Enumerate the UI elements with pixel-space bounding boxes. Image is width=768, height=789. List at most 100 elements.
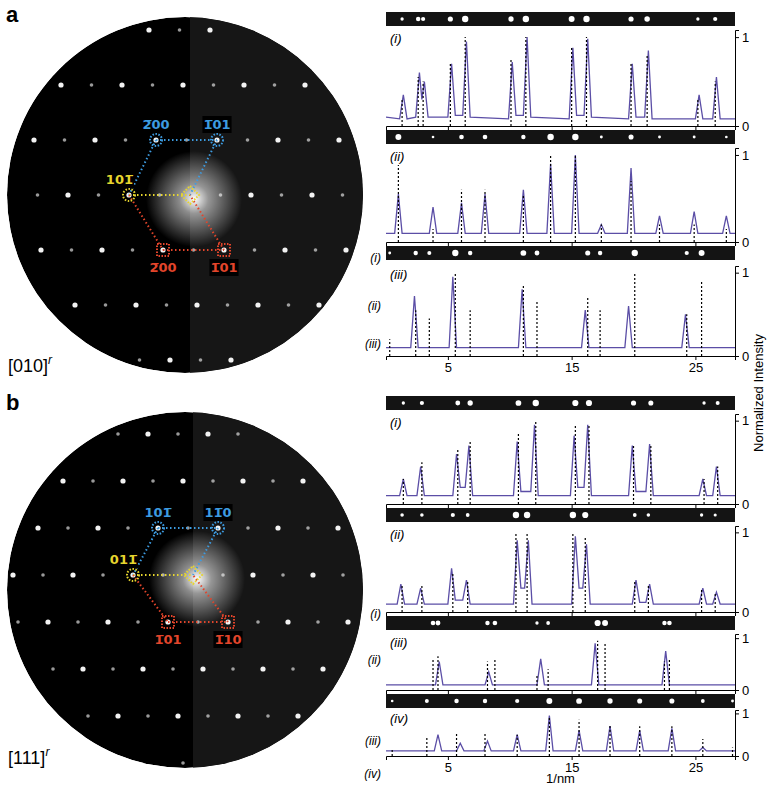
- spot-marker: [222, 616, 234, 628]
- stripe-background: [386, 616, 735, 630]
- stripe-spot: [570, 512, 576, 518]
- diffraction-spot: [194, 302, 199, 307]
- y-tick: 0: [735, 749, 749, 764]
- profile-chart: 01(i): [386, 12, 749, 134]
- simulated-peak: [423, 82, 424, 126]
- simulated-peak: [694, 225, 695, 242]
- x-tick: [695, 690, 696, 694]
- simulated-peak: [634, 580, 635, 612]
- stripe-spot: [700, 513, 703, 516]
- diffraction-spot: [246, 138, 250, 142]
- spot-marker: [211, 134, 223, 146]
- diffraction-spot: [146, 27, 151, 32]
- diffraction-pattern: [7, 412, 381, 768]
- x-tick: [695, 504, 696, 508]
- profile-chart: 01(ii): [386, 130, 749, 250]
- x-tick-mark: [448, 612, 449, 616]
- simulated-peak: [452, 572, 453, 612]
- simulated-peak: [588, 425, 589, 504]
- stripe: [386, 130, 735, 144]
- stripe-spot: [576, 698, 582, 704]
- y-tick-label: 1: [742, 525, 749, 540]
- spot-marker: [162, 616, 174, 628]
- diffraction-spot: [167, 357, 172, 362]
- simulated-peak: [630, 181, 631, 242]
- stripe-spot: [535, 251, 540, 256]
- diffraction-spot: [246, 526, 250, 530]
- guide-line: [158, 527, 218, 529]
- simulated-peak: [398, 164, 399, 242]
- simulated-peak: [437, 656, 438, 690]
- diffraction-spot: [256, 620, 260, 624]
- stripe-spot: [508, 16, 513, 21]
- diffraction-spot: [240, 478, 245, 483]
- y-tick-mark: [735, 155, 739, 156]
- stripe-background: [386, 396, 735, 410]
- stripe-spot: [485, 621, 489, 625]
- spot-marker: [212, 522, 224, 534]
- simulated-peak: [575, 425, 576, 504]
- guide-line: [190, 140, 217, 195]
- zone-superscript: r: [48, 353, 53, 367]
- scan-label: (iii): [365, 337, 381, 351]
- stripe-spot: [685, 251, 689, 255]
- diffraction-spot: [36, 193, 40, 197]
- stripe-spot: [586, 400, 592, 406]
- x-tick: [448, 242, 449, 246]
- stripe-spot: [452, 250, 458, 256]
- diffraction-pattern: [7, 17, 378, 373]
- zone-axis: [111]: [8, 748, 45, 768]
- spot-label: 101̅: [144, 505, 171, 520]
- diffraction-spot: [320, 666, 325, 671]
- y-tick-mark: [735, 421, 739, 422]
- y-axis: 01: [735, 265, 749, 363]
- x-tick-mark: [572, 612, 573, 616]
- diffraction-spot: [341, 573, 345, 577]
- x-tick-mark: [572, 126, 573, 130]
- y-tick: 1: [735, 148, 749, 163]
- stripe-spot: [725, 136, 728, 139]
- stripe-spot: [731, 700, 734, 703]
- x-axis: [387, 126, 736, 130]
- stripe-spot: [714, 513, 717, 516]
- profile-chart: 5152501(iii): [386, 246, 749, 375]
- stripe-spot: [699, 250, 705, 256]
- plot-marks: [386, 155, 735, 242]
- diffraction-spot: [111, 667, 115, 671]
- simulated-peak: [457, 450, 458, 504]
- y-tick: 1: [735, 265, 749, 280]
- simulated-peak: [630, 62, 631, 126]
- x-tick-label: 25: [689, 760, 703, 775]
- diffraction-spot: [72, 302, 77, 307]
- stripe-spot: [413, 251, 417, 255]
- diffraction-spot: [76, 620, 80, 624]
- simulated-peak: [517, 735, 518, 756]
- stripe-spot: [585, 250, 590, 255]
- simulated-peak: [597, 641, 598, 690]
- stripe-spot: [425, 699, 429, 703]
- spot-marker: [218, 244, 230, 256]
- diffraction-spot: [336, 137, 341, 142]
- stripe-spot: [468, 400, 473, 405]
- diffraction-spot: [260, 666, 265, 671]
- stripe-spot: [633, 513, 637, 517]
- stripe-spot: [702, 401, 705, 404]
- simulated-peak: [536, 302, 537, 356]
- profile-label: (i): [390, 31, 402, 46]
- simulated-peak: [609, 724, 610, 756]
- diffraction-spot: [86, 714, 90, 718]
- simulated-peak: [671, 726, 672, 756]
- x-tick: [572, 242, 573, 246]
- diffraction-spot: [302, 82, 307, 87]
- stripe-spot: [521, 250, 527, 256]
- diffraction-spot: [345, 619, 350, 624]
- stripe: [386, 616, 735, 630]
- measured-profile: [386, 425, 735, 496]
- diffraction-spot: [31, 137, 36, 142]
- stripe-spot: [431, 621, 436, 626]
- spot-label: 011̅: [110, 552, 137, 567]
- simulated-peak: [421, 462, 422, 504]
- simulated-peak: [450, 62, 451, 126]
- y-tick-mark: [735, 612, 739, 613]
- y-tick-label: 0: [742, 683, 749, 698]
